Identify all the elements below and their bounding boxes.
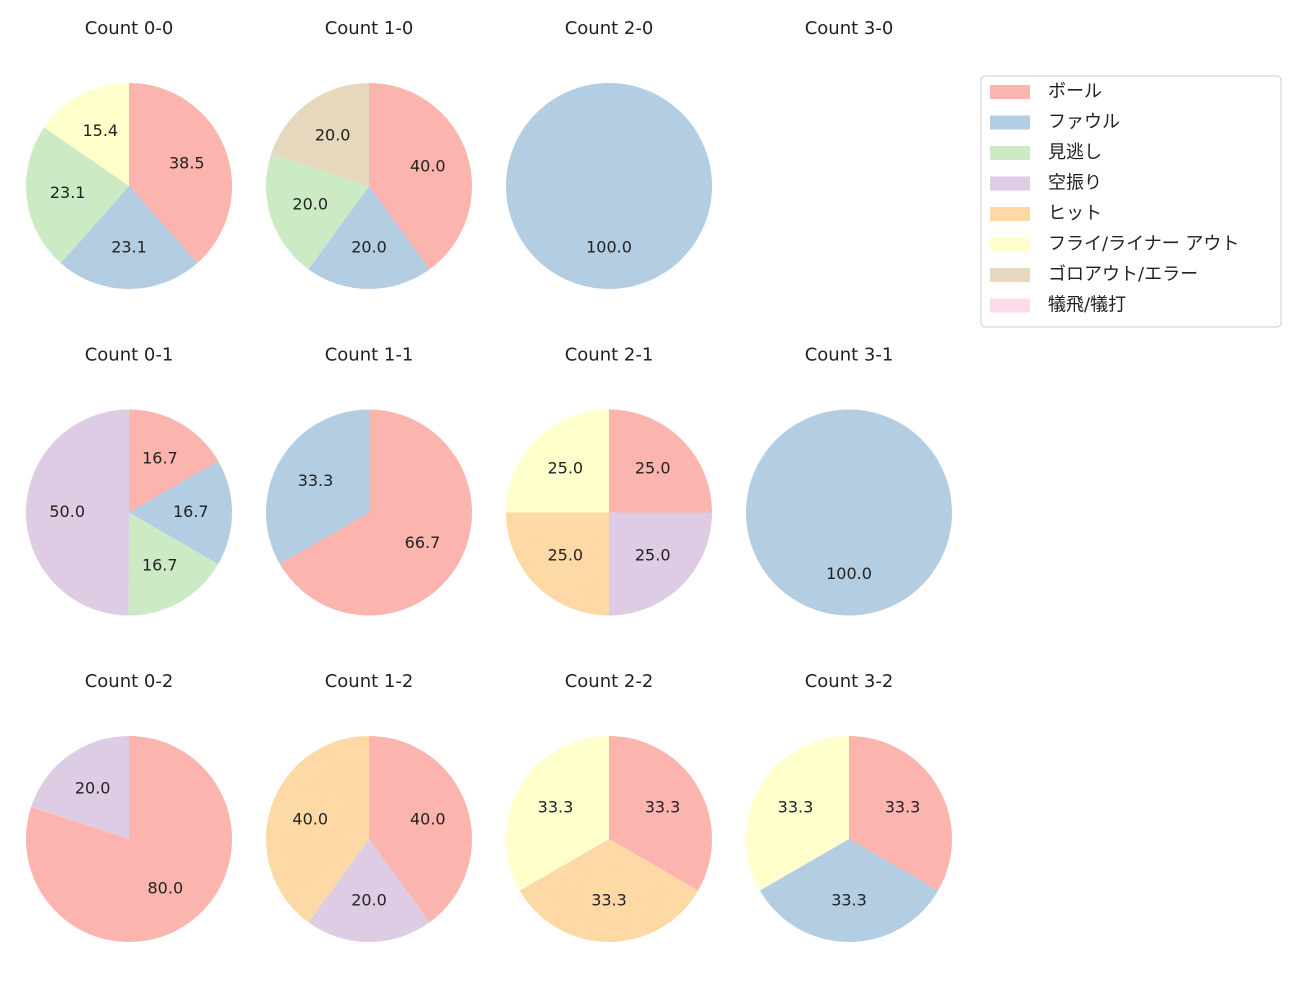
value-label: 20.0 — [315, 126, 351, 145]
value-label: 20.0 — [351, 890, 387, 909]
pie-title: Count 3-2 — [805, 671, 894, 692]
pie-slice — [506, 512, 609, 616]
pie-slice — [44, 83, 129, 186]
legend-swatch — [990, 237, 1030, 252]
legend-label: ヒット — [1048, 203, 1102, 224]
value-label: 66.7 — [405, 533, 441, 552]
pie-slice — [128, 512, 219, 616]
pie-title: Count 1-2 — [325, 671, 414, 692]
value-label: 50.0 — [49, 502, 85, 521]
value-label: 20.0 — [292, 195, 328, 214]
pie-slice — [506, 736, 609, 891]
legend-swatch — [990, 176, 1030, 191]
pie-title: Count 3-0 — [805, 18, 894, 39]
pie-slice — [129, 83, 233, 264]
value-label: 40.0 — [410, 809, 446, 828]
value-label: 16.7 — [173, 502, 209, 521]
pie-slice — [266, 409, 369, 564]
legend-swatch — [990, 207, 1030, 221]
legend-box — [980, 75, 1282, 328]
pie-title: Count 2-2 — [565, 671, 654, 692]
value-label: 16.7 — [142, 556, 178, 575]
value-label: 38.5 — [169, 154, 205, 173]
legend-swatch — [990, 115, 1030, 130]
value-label: 33.3 — [831, 890, 867, 909]
value-label: 40.0 — [410, 156, 446, 175]
value-label: 20.0 — [75, 779, 111, 798]
legend-swatch — [990, 298, 1030, 313]
legend-label: 空振り — [1048, 173, 1102, 194]
legend-label: 見逃し — [1048, 142, 1102, 163]
pie-title: Count 1-1 — [325, 345, 414, 366]
value-label: 25.0 — [635, 458, 671, 477]
pie-slice — [369, 83, 473, 270]
value-label: 100.0 — [826, 564, 872, 583]
pie-slice — [25, 736, 232, 943]
value-label: 20.0 — [351, 237, 387, 256]
value-label: 33.3 — [591, 890, 627, 909]
pie-slice — [60, 186, 198, 289]
pie-slice — [129, 461, 232, 565]
pie-slice — [26, 127, 129, 264]
pie-slice — [849, 736, 952, 891]
pie-slice — [308, 186, 430, 289]
pie-slice — [271, 83, 369, 186]
value-label: 23.1 — [111, 237, 147, 256]
legend-label: フライ/ライナー アウト — [1048, 234, 1239, 255]
value-label: 16.7 — [142, 448, 178, 467]
pie-slice — [279, 409, 472, 616]
pie-slice — [745, 736, 849, 891]
legend-label: ゴロアウト/エラー — [1048, 264, 1198, 285]
legend-label: ボール — [1048, 81, 1102, 102]
pie-slice — [759, 839, 939, 942]
value-label: 33.3 — [538, 798, 574, 817]
pie-title: Count 2-0 — [565, 18, 654, 39]
pie-slice — [746, 409, 952, 616]
pie-slice — [26, 409, 129, 616]
legend-label: 犠飛/犠打 — [1048, 295, 1126, 316]
legend-swatch — [990, 85, 1030, 99]
value-label: 23.1 — [50, 183, 86, 202]
value-label: 25.0 — [547, 546, 583, 565]
pie-slice — [609, 736, 712, 891]
pie-title: Count 0-1 — [85, 345, 174, 366]
legend-swatch — [990, 146, 1030, 160]
value-label: 33.3 — [885, 798, 921, 817]
value-label: 15.4 — [82, 121, 118, 140]
value-label: 100.0 — [586, 237, 632, 256]
legend-label: ファウル — [1048, 112, 1120, 133]
legend-swatch — [990, 268, 1030, 282]
pie-title: Count 0-0 — [85, 18, 174, 39]
value-label: 25.0 — [547, 458, 583, 477]
value-label: 33.3 — [645, 798, 681, 817]
value-label: 80.0 — [148, 878, 184, 897]
pie-title: Count 2-1 — [565, 345, 654, 366]
pie-slice — [308, 839, 430, 942]
pie-title: Count 3-1 — [805, 345, 894, 366]
pie-slice — [506, 409, 609, 513]
value-label: 33.3 — [778, 798, 814, 817]
pie-slice — [506, 83, 712, 289]
pie-slice — [129, 409, 219, 513]
pie-slice — [31, 736, 129, 839]
pie-slice — [266, 154, 369, 270]
pie-title: Count 0-2 — [85, 671, 174, 692]
pie-slice — [519, 839, 699, 942]
value-label: 25.0 — [635, 546, 671, 565]
value-label: 33.3 — [298, 471, 334, 490]
pie-slice — [609, 409, 712, 513]
pie-slice — [609, 512, 712, 616]
value-label: 40.0 — [292, 809, 328, 828]
pie-title: Count 1-0 — [325, 18, 414, 39]
pie-slice — [266, 736, 369, 923]
pie-slice — [369, 736, 472, 923]
